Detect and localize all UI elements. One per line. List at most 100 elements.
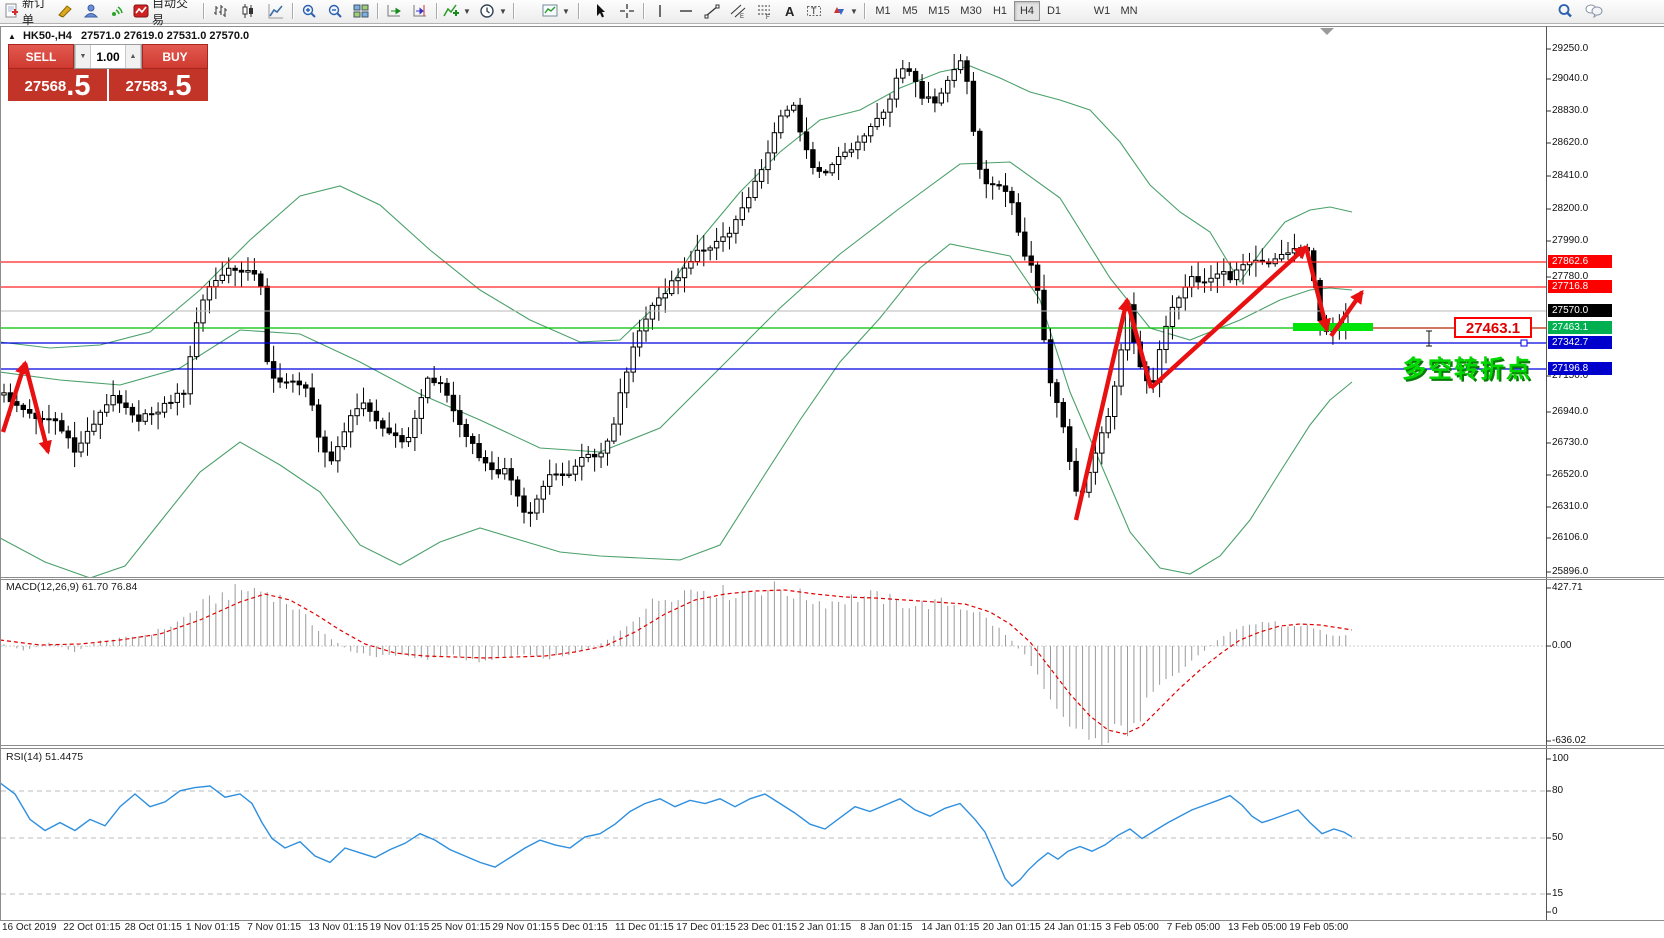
dropdown-arrow-icon[interactable]: ▼: [463, 6, 471, 16]
time-axis-label: 7 Nov 01:15: [247, 922, 302, 933]
vline-button[interactable]: [648, 1, 672, 21]
candle-chart-button[interactable]: [236, 1, 260, 21]
sell-price[interactable]: 27568.5: [8, 69, 107, 101]
price-annotation-text: 27463.1: [1465, 320, 1521, 337]
price-axis-tick: 28830.0: [1552, 105, 1589, 116]
timeframe-button-MN[interactable]: MN: [1116, 1, 1142, 21]
timeframe-button-H1[interactable]: H1: [988, 1, 1012, 21]
one-click-trading-panel: SELL ▼ 1.00 ▲ BUY 27568.5 27583.5: [8, 44, 208, 101]
collapse-arrow-icon[interactable]: ▲: [8, 32, 16, 41]
arrows-button[interactable]: ▼: [828, 1, 860, 21]
sell-button[interactable]: SELL: [8, 44, 74, 69]
trend-arrow[interactable]: [1073, 297, 1132, 521]
buy-button[interactable]: BUY: [142, 44, 208, 69]
crayon-button[interactable]: [54, 1, 76, 21]
ohlc-values: 27571.0 27619.0 27531.0 27570.0: [80, 30, 250, 42]
rsi-axis-tick: 80: [1552, 785, 1564, 796]
time-axis-label: 3 Feb 05:00: [1105, 922, 1159, 933]
toolbar-separator: [436, 3, 437, 19]
price-axis-tick: 28620.0: [1552, 137, 1589, 148]
auto-scroll-button[interactable]: [382, 1, 406, 21]
autotrade-label: 自动交易: [152, 0, 189, 27]
time-axis-label: 16 Oct 2019: [2, 922, 57, 933]
trend-arrow[interactable]: [1303, 246, 1331, 333]
person-button[interactable]: [80, 1, 102, 21]
trend-arrow[interactable]: [1149, 245, 1309, 390]
person-icon: [83, 3, 99, 19]
volume-up-button[interactable]: ▲: [125, 45, 141, 68]
crosshair-button[interactable]: [615, 1, 639, 21]
channel-button[interactable]: E: [726, 1, 750, 21]
rsi-indicator-label: RSI(14) 51.4475: [6, 751, 84, 763]
timeframe-label: D1: [1046, 5, 1062, 17]
template-button[interactable]: ▼: [540, 1, 572, 21]
timeframe-label: M1: [875, 5, 891, 17]
signal-button[interactable]: [106, 1, 128, 21]
trendline-button[interactable]: [700, 1, 724, 21]
sell-price-main: 27568: [24, 78, 67, 95]
search-button[interactable]: [1553, 1, 1577, 21]
trend-arrow[interactable]: [1124, 299, 1154, 389]
zoom-out-button[interactable]: [323, 1, 347, 21]
zoom-in-icon: [301, 3, 317, 19]
timeframe-button-M5[interactable]: M5: [898, 1, 922, 21]
hline-button[interactable]: [674, 1, 698, 21]
buy-price[interactable]: 27583.5: [109, 69, 208, 101]
price-axis-tick: 27150.0: [1552, 370, 1589, 381]
trend-arrow[interactable]: [22, 362, 52, 455]
bars-chart-button[interactable]: [208, 1, 232, 21]
timeframe-label: H1: [992, 5, 1008, 17]
timeframe-label: MN: [1120, 5, 1138, 17]
indicators-icon: [443, 3, 460, 19]
price-axis-badge: 27716.8: [1548, 280, 1612, 293]
timeframe-button-M1[interactable]: M1: [870, 1, 896, 21]
trend-arrow[interactable]: [0, 360, 29, 433]
autotrade-button[interactable]: 自动交易: [132, 0, 198, 27]
dropdown-arrow-icon[interactable]: ▼: [562, 6, 570, 16]
timeframe-label: H4: [1019, 5, 1035, 17]
zoom-in-button[interactable]: [297, 1, 321, 21]
label-button[interactable]: T: [802, 1, 826, 21]
text-button[interactable]: A: [778, 1, 800, 21]
timeframe-button-D1[interactable]: D1: [1042, 1, 1066, 21]
chart-shift-marker[interactable]: [1320, 28, 1334, 35]
fibonacci-button[interactable]: F: [752, 1, 776, 21]
new-order-label: 新订单: [22, 0, 47, 27]
svg-text:F: F: [766, 15, 770, 19]
price-axis-tick: 26106.0: [1552, 532, 1589, 543]
clock-icon: [479, 3, 495, 19]
chat-button[interactable]: [1580, 1, 1608, 21]
volume-down-button[interactable]: ▼: [75, 45, 91, 68]
dropdown-arrow-icon[interactable]: ▼: [850, 6, 858, 16]
cursor-button[interactable]: [588, 1, 612, 21]
green-highlight-zone[interactable]: [1293, 323, 1373, 331]
tile-windows-button[interactable]: [349, 1, 373, 21]
indicators-button[interactable]: ▼: [441, 1, 473, 21]
template-icon: [542, 3, 558, 19]
time-axis-label: 7 Feb 05:00: [1166, 922, 1221, 933]
time-axis-label: 11 Dec 01:15: [615, 922, 674, 933]
price-annotation-box[interactable]: 27463.1: [1454, 317, 1532, 338]
auto-scroll-icon: [386, 3, 402, 19]
volume-value[interactable]: 1.00: [96, 49, 120, 64]
timeframe-button-W1[interactable]: W1: [1090, 1, 1114, 21]
macd-axis-tick: 0.00: [1552, 640, 1572, 651]
clock-button[interactable]: ▼: [477, 1, 509, 21]
dropdown-arrow-icon[interactable]: ▼: [499, 6, 507, 16]
chinese-annotation[interactable]: 多空转折点: [1402, 356, 1532, 383]
buy-price-main: 27583: [125, 78, 168, 95]
trend-arrow[interactable]: [1329, 289, 1364, 338]
svg-text:E: E: [740, 14, 744, 19]
timeframe-button-M15[interactable]: M15: [924, 1, 954, 21]
time-axis-label: 5 Dec 01:15: [553, 922, 608, 933]
chart-shift-button[interactable]: [408, 1, 432, 21]
price-axis-tick: 26730.0: [1552, 437, 1589, 448]
new-order-button[interactable]: 新订单: [2, 0, 50, 27]
timeframe-button-M30[interactable]: M30: [956, 1, 986, 21]
timeframe-label: W1: [1093, 5, 1111, 17]
line-chart-button[interactable]: [264, 1, 288, 21]
chart-title: ▲ HK50-,H4 27571.0 27619.0 27531.0 27570…: [8, 30, 249, 42]
timeframe-button-H4[interactable]: H4: [1014, 1, 1040, 21]
svg-text:A: A: [785, 4, 795, 19]
